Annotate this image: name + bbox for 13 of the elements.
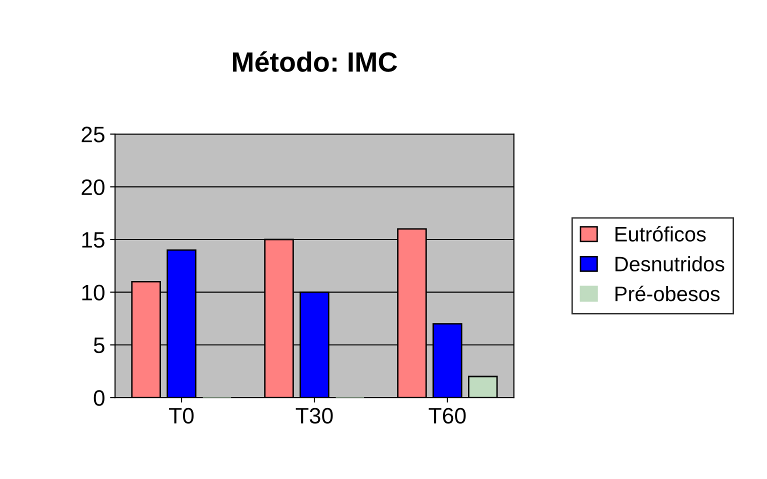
y-tick-label: 5 [94, 338, 104, 354]
legend-label: Eutróficos [616, 226, 706, 242]
legend-label: Pré-obesos [616, 286, 720, 302]
x-tick-label: T60 [428, 408, 466, 424]
x-tick-label: T30 [296, 408, 333, 424]
y-tick-label: 20 [82, 179, 104, 196]
y-tick-label: 15 [82, 232, 104, 248]
legend-label: Desnutridos [616, 256, 724, 272]
y-tick-label: 10 [82, 284, 104, 300]
x-tick-label: T0 [169, 408, 194, 424]
y-tick-label: 25 [82, 126, 104, 142]
chart-title: Método: IMC [233, 51, 398, 72]
y-tick-label: 0 [94, 390, 104, 406]
